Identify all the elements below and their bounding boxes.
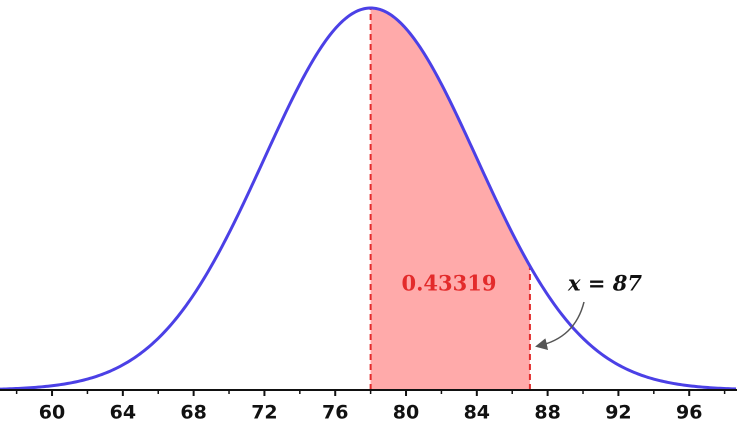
x-tick-label: 64	[110, 402, 136, 424]
x-tick-label: 92	[605, 402, 631, 424]
annotation-arrow	[535, 301, 585, 350]
area-label: 0.43319	[402, 271, 497, 296]
x-tick-label: 88	[534, 402, 560, 424]
shaded-area	[370, 8, 530, 390]
density-curve	[0, 6, 737, 391]
x-tick-label: 60	[39, 402, 65, 424]
x-tick-label: 68	[180, 402, 206, 424]
x-tick-label: 76	[322, 402, 348, 424]
x-tick-label: 80	[393, 402, 419, 424]
x-tick-label: 96	[676, 402, 702, 424]
x-tick-label: 84	[464, 402, 490, 424]
x-tick-label: 72	[251, 402, 277, 424]
annotation: x = 87	[567, 271, 642, 296]
